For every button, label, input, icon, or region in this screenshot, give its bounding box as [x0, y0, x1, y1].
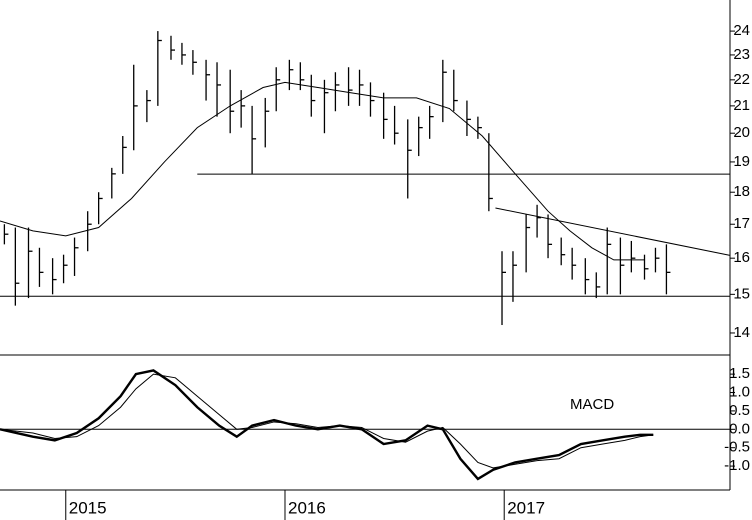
- y-tick-label: 20: [733, 124, 750, 141]
- y-tick-label: 14: [733, 324, 750, 341]
- x-tick-label: 2017: [507, 498, 545, 517]
- macd-label: MACD: [570, 396, 614, 413]
- reference-line: [495, 207, 731, 256]
- y-tick-label: 23: [733, 46, 750, 63]
- y-tick-label: 15: [733, 285, 750, 302]
- y-tick-label: 22: [733, 71, 750, 88]
- x-tick-label: 2016: [288, 498, 326, 517]
- x-tick-label: 2015: [69, 498, 107, 517]
- y-tick-label: 18: [733, 183, 750, 200]
- y-tick-label: 1.5: [729, 365, 750, 382]
- y-tick-label: 16: [733, 249, 750, 266]
- y-tick-label: 0.5: [729, 402, 750, 419]
- y-tick-label: -0.5: [724, 439, 750, 456]
- y-tick-label: 17: [733, 215, 750, 232]
- y-tick-label: 21: [733, 97, 750, 114]
- y-tick-label: 19: [733, 153, 750, 170]
- y-tick-label: 0.0: [729, 420, 750, 437]
- y-tick-label: 1.0: [729, 383, 750, 400]
- y-tick-label: 24: [733, 22, 750, 39]
- macd-line: [0, 373, 654, 469]
- y-tick-label: -1.0: [724, 457, 750, 474]
- macd-line: [0, 369, 654, 481]
